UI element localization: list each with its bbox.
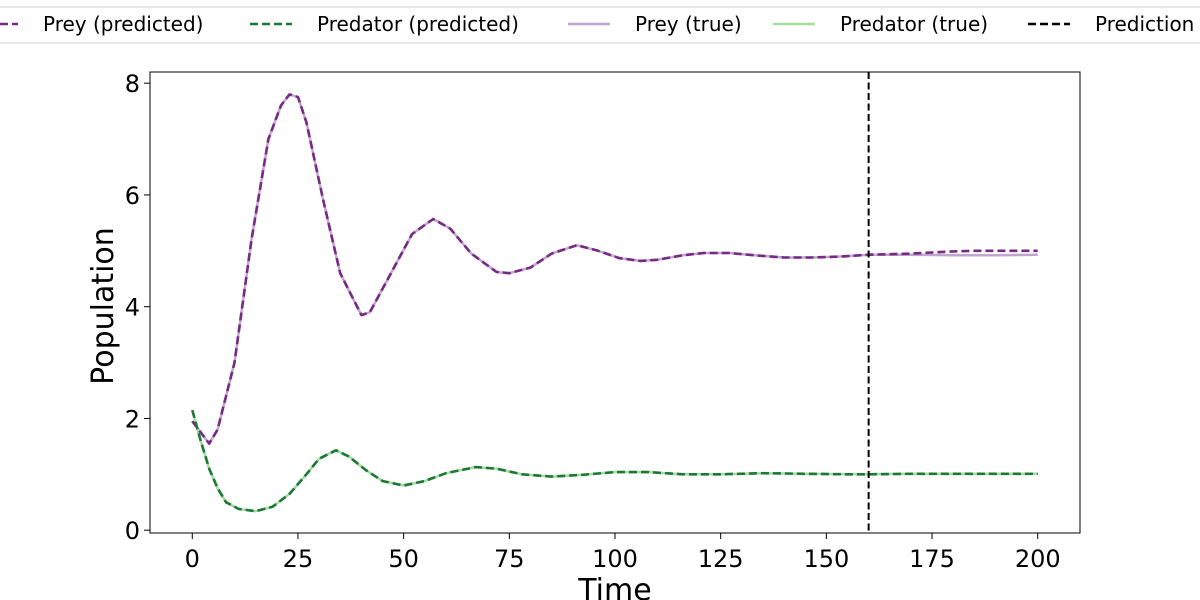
x-tick-label: 25 <box>283 545 314 573</box>
series-line-prey-true <box>191 93 1038 445</box>
y-axis: 0 2 4 6 8 <box>125 70 150 545</box>
series-line-predator-true <box>191 409 1038 513</box>
y-tick-label: 4 <box>125 294 140 322</box>
x-axis: 0 25 50 75 100 125 150 175 200 <box>185 533 1061 573</box>
y-tick-label: 8 <box>125 70 140 98</box>
x-tick-label: 200 <box>1015 545 1061 573</box>
legend-label: Predator (true) <box>840 12 988 36</box>
y-axis-label: Population <box>86 227 121 385</box>
series-line-predator-predicted <box>191 409 1038 513</box>
chart-legend: Prey (predicted) Predator (predicted) Prey… <box>0 6 1200 44</box>
x-tick-label: 150 <box>803 545 849 573</box>
x-tick-label: 0 <box>185 545 200 573</box>
legend-label: Prediction start <box>1095 12 1200 36</box>
y-tick-label: 6 <box>125 182 140 210</box>
legend-label: Prey (predicted) <box>43 12 203 36</box>
x-tick-label: 125 <box>698 545 744 573</box>
legend-label: Prey (true) <box>635 12 742 36</box>
x-tick-label: 175 <box>909 545 955 573</box>
x-tick-label: 50 <box>388 545 419 573</box>
x-tick-label: 75 <box>494 545 525 573</box>
y-tick-label: 0 <box>125 517 140 545</box>
series-layer <box>191 93 1038 513</box>
y-tick-label: 2 <box>125 405 140 433</box>
plot-area-frame <box>149 71 1081 534</box>
series-line-prey-predicted <box>191 93 1038 445</box>
x-axis-label: Time <box>577 573 651 600</box>
x-tick-label: 100 <box>592 545 638 573</box>
legend-label: Predator (predicted) <box>317 12 519 36</box>
